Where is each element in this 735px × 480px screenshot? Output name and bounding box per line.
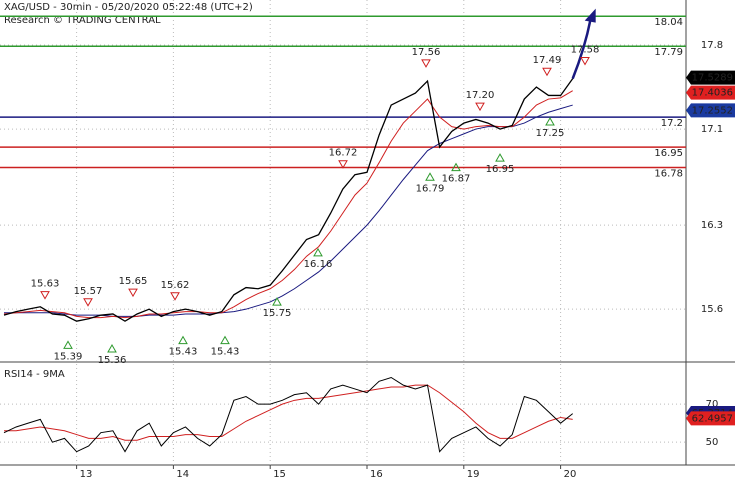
swing-marker bbox=[40, 291, 50, 300]
value-box-label: 62.4957 bbox=[692, 413, 733, 424]
swing-marker bbox=[83, 298, 93, 307]
swing-marker bbox=[272, 297, 282, 306]
swing-label: 15.75 bbox=[263, 308, 292, 319]
x-tick-label: 14 bbox=[176, 469, 189, 480]
y-tick-label: 16.3 bbox=[701, 220, 723, 231]
x-tick-label: 15 bbox=[273, 469, 286, 480]
swing-label: 15.43 bbox=[169, 347, 198, 358]
swing-label: 15.63 bbox=[31, 279, 60, 290]
level-label: 18.04 bbox=[654, 17, 683, 28]
swing-label: 17.20 bbox=[466, 90, 495, 101]
swing-label: 17.58 bbox=[571, 44, 600, 55]
value-box-label: 17.5289 bbox=[692, 73, 733, 84]
level-label: 17.2 bbox=[661, 118, 683, 129]
swing-label: 17.25 bbox=[536, 128, 565, 139]
swing-label: 15.65 bbox=[119, 276, 148, 287]
swing-label: 16.16 bbox=[304, 259, 333, 270]
swing-marker bbox=[313, 247, 323, 257]
chart-subtitle: Research © TRADING CENTRAL bbox=[4, 15, 161, 26]
swing-marker bbox=[338, 160, 348, 169]
swing-label: 15.57 bbox=[74, 286, 103, 297]
swing-label: 17.56 bbox=[412, 47, 441, 58]
swing-marker bbox=[170, 292, 180, 301]
x-tick-label: 13 bbox=[80, 469, 93, 480]
swing-marker bbox=[475, 102, 485, 112]
swing-marker bbox=[425, 172, 435, 181]
y-tick-label: 70 bbox=[706, 399, 719, 410]
swing-marker bbox=[421, 59, 431, 68]
series-line bbox=[3, 90, 573, 319]
swing-marker bbox=[178, 335, 188, 345]
swing-marker bbox=[545, 117, 555, 126]
swing-label: 16.79 bbox=[416, 183, 445, 194]
rsi-line bbox=[4, 384, 573, 441]
swing-label: 17.49 bbox=[533, 55, 562, 66]
swing-label: 15.62 bbox=[161, 280, 190, 291]
level-label: 16.78 bbox=[654, 168, 683, 179]
chart-title: XAG/USD - 30min - 05/20/2020 05:22:48 (U… bbox=[4, 2, 253, 13]
swing-label: 16.95 bbox=[486, 164, 515, 175]
value-box bbox=[686, 70, 735, 85]
swing-label: 15.43 bbox=[211, 347, 240, 358]
value-box bbox=[686, 103, 735, 118]
swing-marker bbox=[128, 288, 138, 298]
series-line bbox=[3, 78, 574, 322]
swing-marker bbox=[220, 335, 230, 345]
value-box-label: 17.4036 bbox=[692, 88, 733, 99]
y-tick-label: 17.8 bbox=[701, 40, 723, 51]
swing-marker bbox=[107, 343, 117, 353]
swing-marker bbox=[495, 153, 505, 162]
swing-marker bbox=[451, 162, 461, 172]
value-box bbox=[686, 85, 735, 100]
y-tick-label: 17.1 bbox=[701, 124, 723, 135]
value-box bbox=[686, 411, 735, 426]
level-label: 17.79 bbox=[654, 47, 683, 58]
swing-label: 15.36 bbox=[98, 355, 127, 366]
arrow-head bbox=[584, 8, 596, 23]
level-label: 16.95 bbox=[654, 148, 683, 159]
x-tick-label: 20 bbox=[564, 469, 577, 480]
swing-label: 16.87 bbox=[442, 174, 471, 185]
y-tick-label: 15.6 bbox=[701, 304, 723, 315]
x-tick-label: 16 bbox=[370, 469, 383, 480]
rsi-line bbox=[3, 376, 574, 453]
swing-marker bbox=[580, 56, 590, 66]
x-tick-label: 19 bbox=[467, 469, 480, 480]
swing-label: 15.39 bbox=[54, 351, 83, 362]
rsi-title: RSI14 - 9MA bbox=[4, 369, 65, 380]
swing-label: 16.72 bbox=[329, 148, 358, 159]
swing-marker bbox=[63, 340, 73, 349]
value-box-label: 17.2552 bbox=[692, 105, 733, 116]
y-tick-label: 50 bbox=[706, 437, 719, 448]
swing-marker bbox=[542, 67, 552, 77]
projection-arrow bbox=[571, 18, 592, 80]
